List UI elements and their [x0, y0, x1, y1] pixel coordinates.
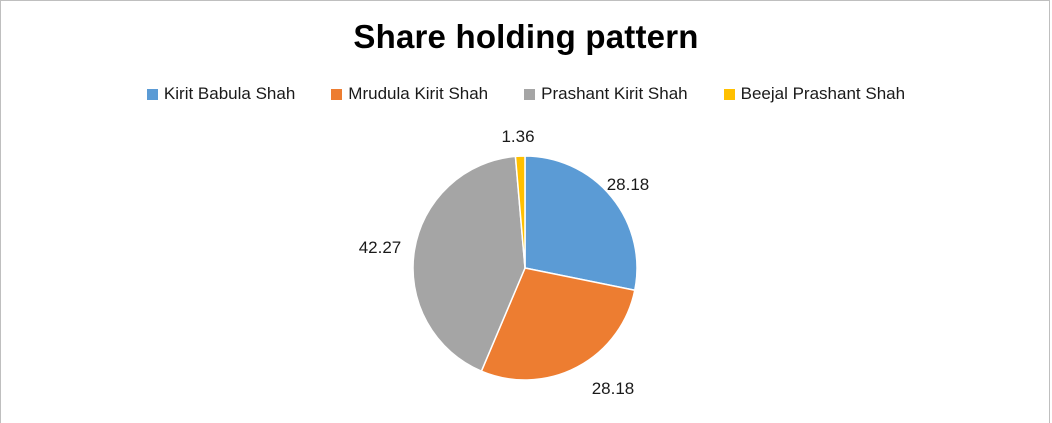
legend-item-mrudula: Mrudula Kirit Shah: [331, 84, 488, 104]
legend-label: Kirit Babula Shah: [163, 84, 296, 103]
legend-item-prashant: Prashant Kirit Shah: [524, 84, 688, 104]
pie-slice-mrudula: [480, 267, 636, 381]
legend-swatch: [146, 88, 158, 100]
legend-swatch: [331, 88, 343, 100]
chart-title: Share holding pattern: [353, 18, 699, 55]
data-label: 1.36: [501, 127, 534, 146]
legend-label: Mrudula Kirit Shah: [348, 84, 489, 103]
data-label: 28.18: [607, 175, 650, 194]
legend-label: Beejal Prashant Shah: [740, 84, 906, 103]
chart-legend: Kirit Babula Shah Mrudula Kirit Shah Pra…: [0, 84, 1052, 104]
pie-slice-beejal: [514, 155, 526, 269]
data-label: 42.27: [359, 238, 402, 257]
legend-swatch: [524, 88, 536, 100]
data-label: 28.18: [592, 379, 635, 398]
legend-item-beejal: Beejal Prashant Shah: [723, 84, 906, 104]
legend-swatch: [723, 88, 735, 100]
pie-slice-prashant: [412, 155, 526, 373]
legend-label: Prashant Kirit Shah: [541, 84, 688, 103]
legend-item-kirit: Kirit Babula Shah: [146, 84, 296, 104]
pie-slice-kirit: [524, 155, 638, 292]
